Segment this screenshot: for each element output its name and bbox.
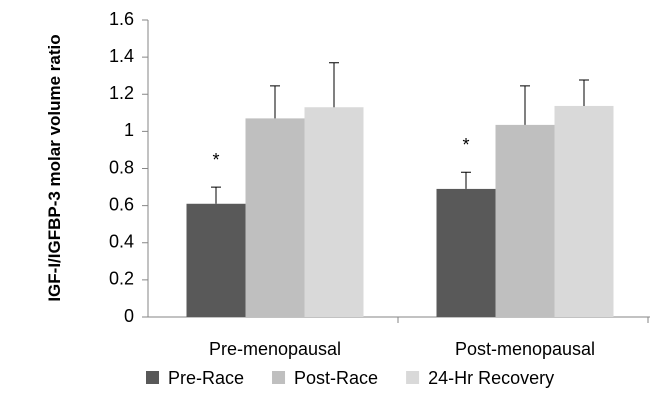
bar — [554, 105, 614, 318]
y-tick-label: 1.2 — [109, 83, 134, 103]
bar — [436, 188, 496, 317]
y-tick-label: 1 — [124, 120, 134, 140]
x-tick-label: Post-menopausal — [455, 339, 595, 359]
y-tick-label: 0 — [124, 306, 134, 326]
error-bar — [520, 85, 530, 125]
error-bar — [211, 186, 221, 204]
legend-swatch — [272, 371, 286, 384]
x-tick-label: Pre-menopausal — [209, 339, 341, 359]
y-tick-label: 1.4 — [109, 46, 134, 66]
annotation: * — [462, 135, 469, 155]
error-bar — [579, 79, 589, 106]
legend-swatch — [406, 371, 420, 384]
error-bar — [329, 62, 339, 108]
y-tick-label: 1.6 — [109, 9, 134, 29]
bar — [245, 118, 305, 317]
bar — [304, 107, 364, 318]
legend-label: 24-Hr Recovery — [428, 368, 554, 388]
error-bar — [461, 171, 471, 189]
y-tick-label: 0.8 — [109, 157, 134, 177]
bar — [495, 124, 555, 317]
legend-label: Pre-Race — [168, 368, 244, 388]
y-tick-label: 0.6 — [109, 194, 134, 214]
bar — [186, 203, 246, 317]
annotation: * — [212, 150, 219, 170]
error-bar — [270, 85, 280, 119]
y-tick-label: 0.2 — [109, 269, 134, 289]
y-tick-label: 0.4 — [109, 232, 134, 252]
y-axis-title: IGF-I/IGFBP-3 molar volume ratio — [45, 34, 64, 302]
legend-swatch — [146, 371, 159, 384]
legend-label: Post-Race — [294, 368, 378, 388]
